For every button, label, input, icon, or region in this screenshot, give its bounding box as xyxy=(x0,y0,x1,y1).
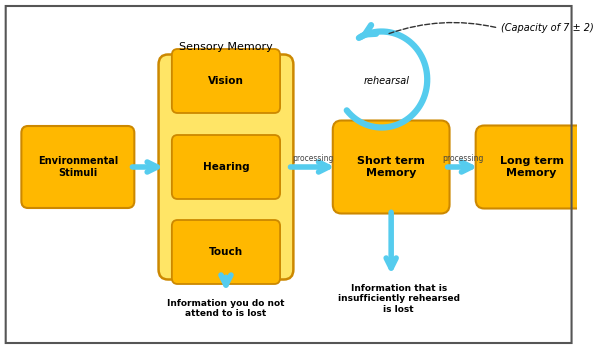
Text: Touch: Touch xyxy=(209,247,243,257)
Text: processing: processing xyxy=(442,154,483,163)
Text: Long term
Memory: Long term Memory xyxy=(500,156,564,178)
FancyBboxPatch shape xyxy=(172,220,280,284)
FancyBboxPatch shape xyxy=(333,120,449,214)
Text: processing: processing xyxy=(292,154,333,163)
Text: Hearing: Hearing xyxy=(202,162,249,172)
Text: Information you do not
attend to is lost: Information you do not attend to is lost xyxy=(167,299,285,318)
FancyBboxPatch shape xyxy=(21,126,134,208)
Text: Sensory Memory: Sensory Memory xyxy=(179,43,273,52)
Text: Vision: Vision xyxy=(208,76,244,86)
Text: (Capacity of 7 ± 2): (Capacity of 7 ± 2) xyxy=(502,23,594,33)
FancyBboxPatch shape xyxy=(172,49,280,113)
Text: Environmental
Stimuli: Environmental Stimuli xyxy=(38,156,118,178)
Text: Information that is
insufficiently rehearsed
is lost: Information that is insufficiently rehea… xyxy=(338,284,460,314)
FancyBboxPatch shape xyxy=(172,135,280,199)
FancyBboxPatch shape xyxy=(159,54,294,280)
Text: Short term
Memory: Short term Memory xyxy=(358,156,425,178)
FancyBboxPatch shape xyxy=(475,126,588,208)
Text: rehearsal: rehearsal xyxy=(364,76,409,87)
